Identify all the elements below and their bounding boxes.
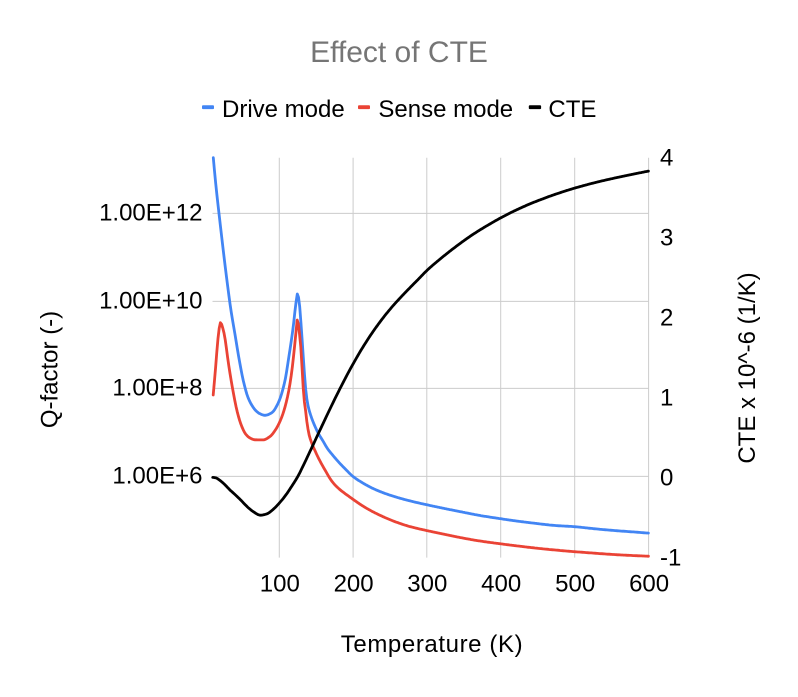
svg-text:Drive mode: Drive mode xyxy=(222,96,345,123)
svg-text:300: 300 xyxy=(407,571,447,598)
svg-text:4: 4 xyxy=(660,145,673,172)
svg-text:1.00E+6: 1.00E+6 xyxy=(112,462,202,489)
svg-text:-1: -1 xyxy=(660,545,681,572)
svg-text:1.00E+8: 1.00E+8 xyxy=(112,374,202,401)
svg-text:400: 400 xyxy=(481,571,521,598)
svg-text:1.00E+10: 1.00E+10 xyxy=(99,287,202,314)
svg-text:2: 2 xyxy=(660,305,673,332)
svg-text:CTE x 10^-6 (1/K): CTE x 10^-6 (1/K) xyxy=(734,272,761,463)
svg-text:CTE: CTE xyxy=(548,96,596,123)
svg-text:200: 200 xyxy=(334,571,374,598)
svg-text:1: 1 xyxy=(660,385,673,412)
svg-text:600: 600 xyxy=(629,571,669,598)
svg-text:3: 3 xyxy=(660,225,673,252)
svg-text:500: 500 xyxy=(555,571,595,598)
svg-text:Q-factor (-): Q-factor (-) xyxy=(37,311,64,428)
svg-text:0: 0 xyxy=(660,465,673,492)
svg-text:Effect of CTE: Effect of CTE xyxy=(310,36,488,69)
svg-text:Sense mode: Sense mode xyxy=(378,96,513,123)
svg-text:Temperature (K): Temperature (K) xyxy=(341,631,523,658)
svg-text:100: 100 xyxy=(260,571,300,598)
svg-text:1.00E+12: 1.00E+12 xyxy=(99,199,202,226)
